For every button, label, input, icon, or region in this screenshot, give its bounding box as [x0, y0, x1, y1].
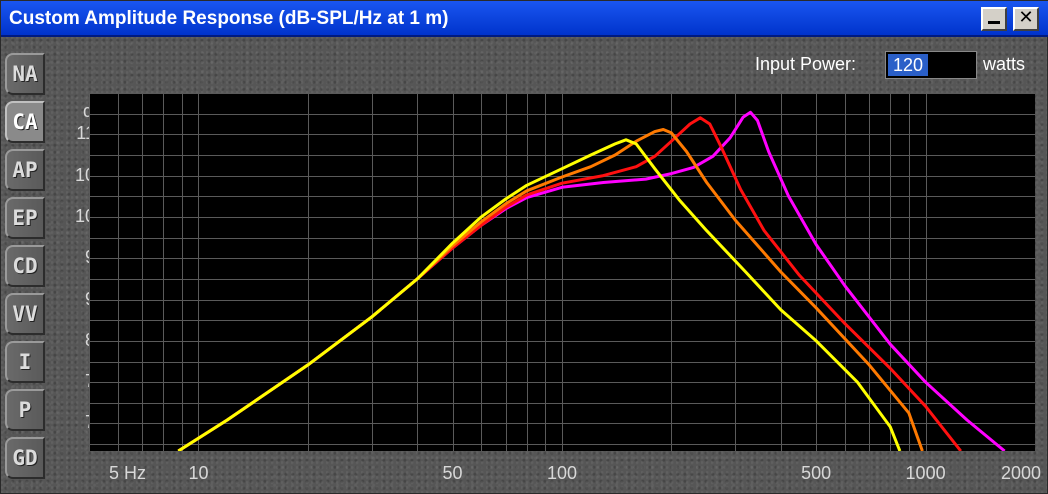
tab-na[interactable]: NA — [5, 53, 45, 95]
tab-p[interactable]: P — [5, 389, 45, 431]
tab-label: P — [18, 398, 32, 422]
chart-plot-area — [89, 93, 1036, 453]
tab-i[interactable]: I — [5, 341, 45, 383]
x-tick-label: 500 — [801, 463, 832, 483]
window-title: Custom Amplitude Response (dB-SPL/Hz at … — [9, 8, 449, 29]
tab-label: CA — [12, 110, 38, 134]
tab-label: EP — [12, 206, 38, 230]
input-power-field[interactable]: 120 — [885, 51, 977, 79]
title-bar[interactable]: Custom Amplitude Response (dB-SPL/Hz at … — [1, 1, 1048, 37]
close-button[interactable]: ✕ — [1013, 7, 1039, 31]
x-tick-label: 50 — [442, 463, 463, 483]
series-line-3 — [177, 138, 902, 453]
series-line-0 — [177, 110, 1006, 453]
x-tick-label: 100 — [547, 463, 578, 483]
x-tick-label: 5 Hz — [109, 463, 147, 483]
tab-label: NA — [12, 62, 38, 86]
tab-ap[interactable]: AP — [5, 149, 45, 191]
tab-gd[interactable]: GD — [5, 437, 45, 479]
tab-label: I — [18, 350, 32, 374]
tab-label: VV — [12, 302, 38, 326]
input-power-unit: watts — [983, 54, 1026, 74]
x-tick-label: 1000 — [905, 463, 946, 483]
minimize-icon — [988, 21, 1000, 24]
amplitude-chart — [89, 93, 1036, 453]
tab-label: CD — [12, 254, 38, 278]
x-tick-label: 10 — [188, 463, 209, 483]
series-line-2 — [177, 128, 924, 453]
tab-ca[interactable]: CA — [5, 101, 45, 143]
tab-ep[interactable]: EP — [5, 197, 45, 239]
minimize-button[interactable] — [981, 7, 1007, 31]
input-power-value: 120 — [888, 54, 929, 76]
tab-label: GD — [12, 446, 38, 470]
tab-vv[interactable]: VV — [5, 293, 45, 335]
close-icon: ✕ — [1018, 7, 1034, 28]
input-power-label: Input Power: — [755, 54, 857, 74]
x-tick-label: 2000 — [1001, 463, 1042, 483]
tab-label: AP — [12, 158, 38, 182]
tab-cd[interactable]: CD — [5, 245, 45, 287]
